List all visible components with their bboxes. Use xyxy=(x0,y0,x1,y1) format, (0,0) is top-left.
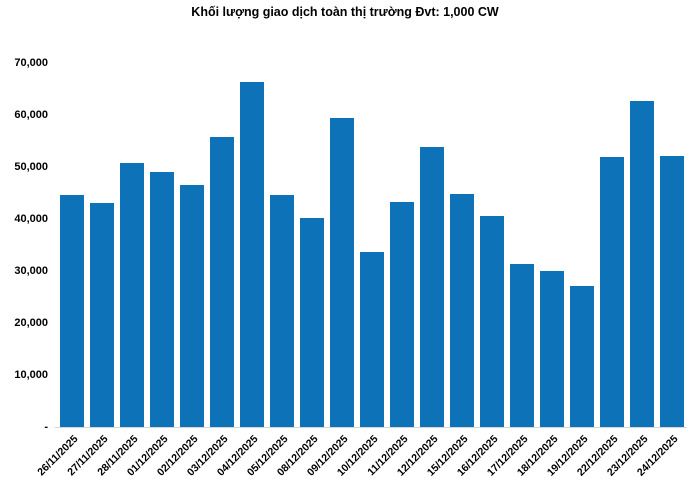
bar xyxy=(630,101,654,427)
bar xyxy=(90,202,114,427)
plot-area xyxy=(55,63,687,428)
bar xyxy=(330,118,354,427)
bar xyxy=(660,156,684,427)
y-tick-label: 40,000 xyxy=(14,213,48,225)
bar xyxy=(540,271,564,427)
bar xyxy=(510,264,534,427)
bar xyxy=(360,251,384,427)
bar xyxy=(210,136,234,427)
bar xyxy=(420,147,444,427)
y-tick-label: 20,000 xyxy=(14,317,48,329)
y-tick-label: 70,000 xyxy=(14,57,48,69)
y-tick-label: 50,000 xyxy=(14,161,48,173)
bar xyxy=(150,172,174,427)
bar xyxy=(450,193,474,427)
bar xyxy=(270,195,294,427)
y-tick-label: 10,000 xyxy=(14,369,48,381)
bar xyxy=(600,157,624,427)
bar xyxy=(240,82,264,427)
y-tick-label: - xyxy=(44,421,48,433)
y-tick-label: 30,000 xyxy=(14,265,48,277)
bar xyxy=(390,201,414,427)
bar xyxy=(120,162,144,427)
bar xyxy=(60,195,84,427)
bar xyxy=(300,217,324,427)
bar xyxy=(180,184,204,427)
bar xyxy=(570,286,594,427)
bar xyxy=(480,216,504,427)
chart-title: Khối lượng giao dịch toàn thị trường Đvt… xyxy=(191,5,499,19)
y-tick-label: 60,000 xyxy=(14,109,48,121)
